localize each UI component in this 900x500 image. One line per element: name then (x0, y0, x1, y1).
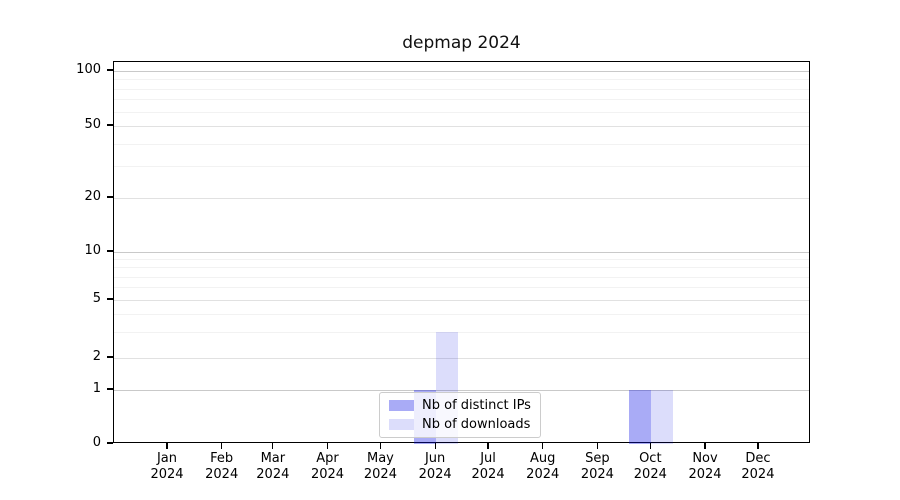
x-tick-label: Nov 2024 (675, 451, 735, 482)
gridline (114, 287, 809, 289)
y-tick-label: 2 (92, 349, 101, 364)
gridline (114, 252, 809, 253)
x-tick-month: Jan (156, 451, 178, 466)
y-tick-mark (107, 250, 113, 252)
x-tick-month: Nov (692, 451, 718, 466)
x-tick-year: 2024 (363, 466, 397, 482)
x-tick-label: Dec 2024 (728, 451, 788, 482)
x-tick-mark (487, 443, 489, 449)
x-tick-mark (649, 443, 651, 449)
gridline (114, 79, 809, 81)
x-tick-mark (542, 443, 544, 449)
gridline (114, 71, 809, 72)
x-tick-year: 2024 (741, 466, 775, 482)
chart-title: depmap 2024 (402, 33, 521, 53)
gridline (114, 259, 809, 261)
y-tick-label: 100 (76, 62, 101, 77)
gridline (114, 198, 809, 199)
x-tick-mark (434, 443, 436, 449)
y-tick-label: 0 (92, 435, 101, 450)
x-tick-year: 2024 (310, 466, 345, 482)
y-tick-mark (107, 356, 113, 358)
legend-entry: Nb of distinct IPs (389, 398, 531, 413)
y-tick-label: 50 (84, 117, 101, 132)
x-tick-year: 2024 (580, 466, 614, 482)
x-tick-month: Dec (745, 451, 771, 466)
x-tick-label: Mar 2024 (243, 451, 303, 482)
legend-swatch-icon (389, 400, 414, 411)
x-tick-month: Aug (530, 451, 556, 466)
gridline (114, 390, 809, 391)
x-tick-year: 2024 (633, 466, 667, 482)
gridline (114, 267, 809, 269)
bar-distinct-ips (629, 390, 652, 444)
gridline (114, 300, 809, 301)
x-tick-mark (166, 443, 168, 449)
legend: Nb of distinct IPs Nb of downloads (379, 392, 541, 438)
x-tick-month: May (366, 451, 394, 466)
x-tick-month: Jul (480, 451, 496, 466)
x-tick-label: May 2024 (350, 451, 410, 482)
plot-area: Nb of distinct IPs Nb of downloads (113, 61, 810, 444)
y-tick-mark (107, 442, 113, 444)
gridline (114, 358, 809, 359)
y-tick-mark (107, 298, 113, 300)
bar-downloads (651, 390, 674, 444)
y-tick-mark (107, 388, 113, 390)
x-tick-mark (757, 443, 759, 449)
x-tick-label: Sep 2024 (567, 451, 627, 482)
x-tick-year: 2024 (471, 466, 505, 482)
y-tick-label: 5 (92, 291, 101, 306)
x-tick-year: 2024 (256, 466, 290, 482)
gridline (114, 314, 809, 316)
x-tick-label: Apr 2024 (298, 451, 358, 482)
x-tick-mark (326, 443, 329, 449)
gridline (114, 99, 809, 101)
x-tick-month: Apr (316, 451, 339, 466)
y-tick-label: 20 (84, 189, 101, 204)
legend-entry: Nb of downloads (389, 417, 531, 432)
gridline (114, 332, 809, 334)
y-tick-label: 1 (92, 381, 101, 396)
gridline (114, 166, 809, 168)
x-tick-label: Jan 2024 (137, 451, 197, 482)
gridline (114, 143, 809, 145)
legend-label: Nb of distinct IPs (422, 398, 531, 413)
x-tick-label: Oct 2024 (620, 451, 680, 482)
x-tick-mark (704, 443, 706, 449)
x-tick-label: Aug 2024 (513, 451, 573, 482)
gridline (114, 111, 809, 113)
x-tick-mark (221, 443, 223, 449)
legend-swatch-icon (389, 419, 414, 430)
x-tick-label: Jul 2024 (458, 451, 518, 482)
x-tick-label: Feb 2024 (192, 451, 252, 482)
x-tick-year: 2024 (205, 466, 239, 482)
gridline (114, 276, 809, 278)
y-tick-mark (107, 124, 113, 126)
x-tick-month: Mar (260, 451, 286, 466)
x-tick-year: 2024 (150, 466, 184, 482)
gridline (114, 126, 809, 127)
legend-label: Nb of downloads (422, 417, 531, 432)
x-tick-year: 2024 (688, 466, 722, 482)
x-tick-month: Sep (585, 451, 610, 466)
x-tick-month: Oct (639, 451, 662, 466)
x-tick-mark (379, 443, 382, 449)
x-tick-year: 2024 (526, 466, 560, 482)
x-tick-mark (272, 443, 274, 449)
x-tick-month: Feb (210, 451, 234, 466)
y-tick-mark (107, 69, 113, 71)
x-tick-year: 2024 (418, 466, 452, 482)
x-tick-mark (596, 443, 598, 449)
gridline (114, 88, 809, 90)
x-tick-label: Jun 2024 (405, 451, 465, 482)
x-tick-month: Jun (424, 451, 446, 466)
y-tick-label: 10 (84, 243, 101, 258)
y-tick-mark (107, 196, 113, 198)
